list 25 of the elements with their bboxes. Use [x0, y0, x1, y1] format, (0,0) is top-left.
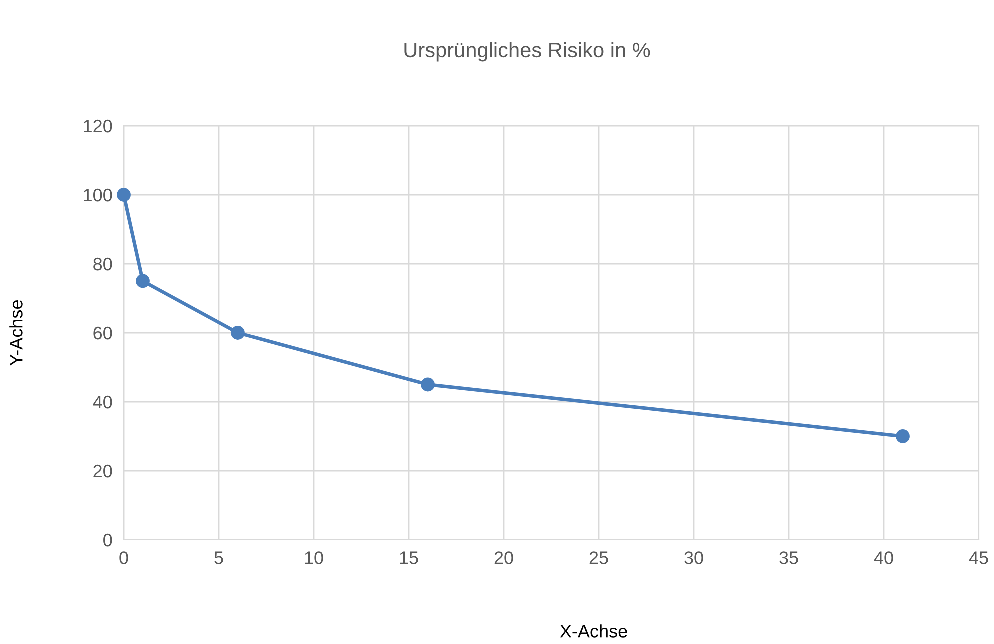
chart-title: Ursprüngliches Risiko in %	[404, 42, 650, 62]
point	[231, 326, 245, 340]
point	[136, 274, 150, 288]
point	[896, 430, 910, 444]
y-tick-label: 20	[94, 464, 112, 478]
x-axis-title: X-Achse	[560, 624, 628, 638]
point	[421, 378, 435, 392]
point	[117, 188, 131, 202]
y-tick-label: 60	[94, 326, 112, 340]
x-tick-label: 45	[969, 552, 988, 564]
x-tick-label: 35	[780, 552, 798, 564]
x-tick-label: 15	[400, 552, 418, 564]
y-axis-title: Y-Achse	[10, 300, 23, 366]
y-tick-label: 40	[93, 396, 112, 409]
y-tick-label: 120	[84, 120, 112, 133]
x-tick-label: 20	[494, 552, 514, 564]
x-tick-label: 10	[305, 552, 324, 564]
x-tick-label: 40	[874, 552, 894, 564]
x-tick-label: 30	[684, 552, 704, 564]
x-tick-label: 25	[590, 552, 608, 564]
y-tick-label: 80	[94, 258, 112, 271]
y-tick-label: 100	[84, 188, 112, 202]
x-tick-label: 5	[214, 552, 224, 564]
y-tick-label: 0	[104, 534, 112, 547]
x-tick-label: 0	[120, 552, 128, 564]
